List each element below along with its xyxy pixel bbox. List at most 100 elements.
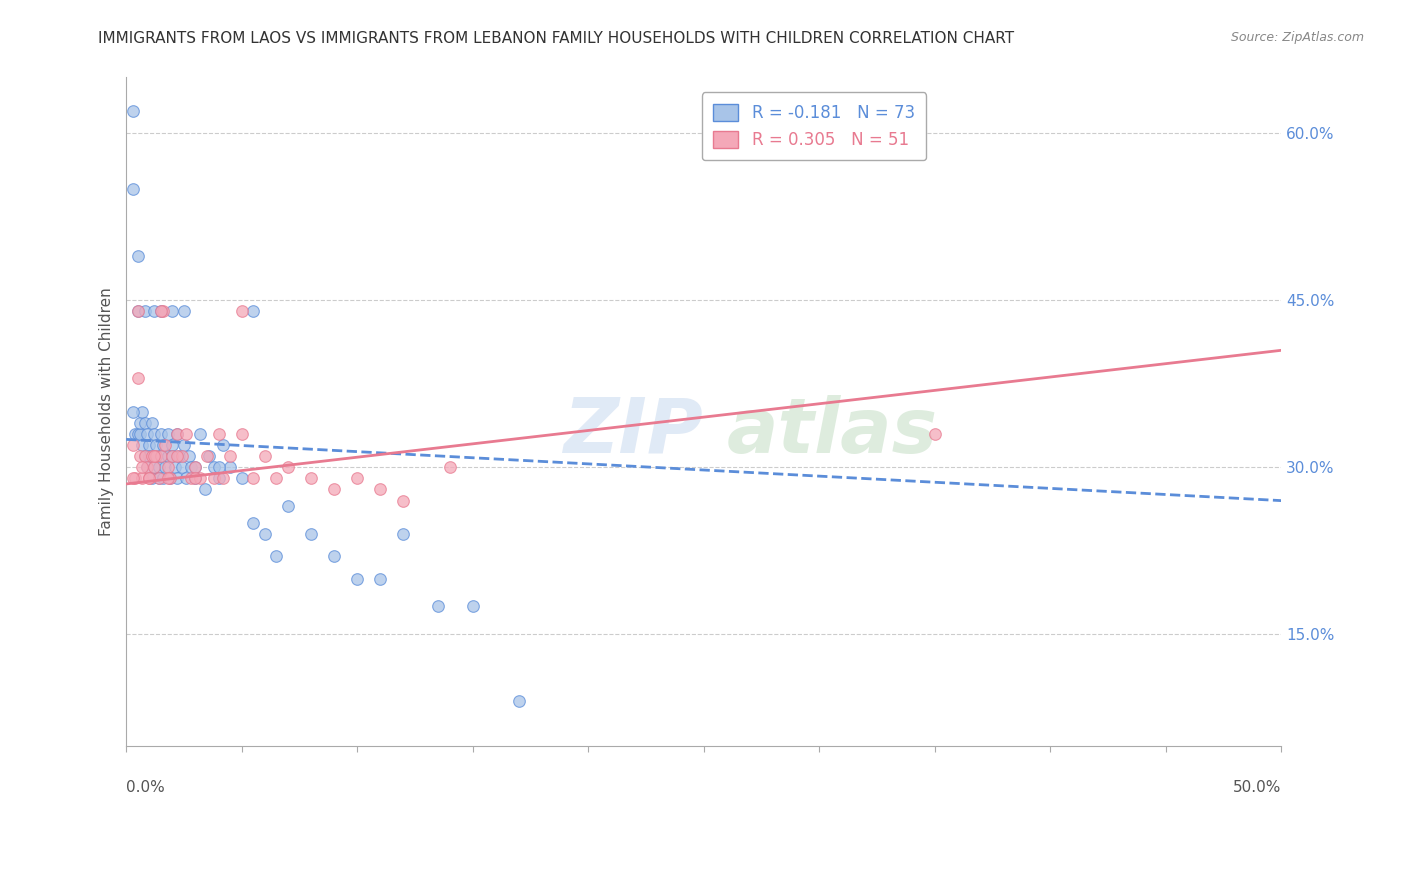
Point	[149, 449, 172, 463]
Point	[131, 404, 153, 418]
Point	[207, 426, 229, 441]
Point	[136, 426, 159, 441]
Point	[242, 304, 264, 318]
Point	[149, 426, 172, 441]
Point	[163, 460, 186, 475]
Text: Source: ZipAtlas.com: Source: ZipAtlas.com	[1230, 31, 1364, 45]
Point	[122, 103, 145, 118]
Point	[242, 471, 264, 485]
Point	[219, 449, 242, 463]
Point	[136, 460, 159, 475]
Point	[166, 426, 188, 441]
Point	[141, 449, 163, 463]
Point	[194, 483, 217, 497]
Point	[174, 471, 197, 485]
Point	[131, 438, 153, 452]
Point	[231, 304, 253, 318]
Point	[166, 471, 188, 485]
Point	[155, 438, 177, 452]
Point	[134, 416, 156, 430]
Point	[159, 471, 181, 485]
Point	[159, 471, 181, 485]
Point	[134, 304, 156, 318]
Point	[142, 460, 165, 475]
Point	[392, 493, 415, 508]
Text: 0.0%: 0.0%	[127, 780, 165, 796]
Point	[129, 426, 152, 441]
Text: 50.0%: 50.0%	[1233, 780, 1281, 796]
Point	[122, 438, 145, 452]
Point	[138, 438, 160, 452]
Point	[346, 572, 368, 586]
Point	[148, 471, 170, 485]
Point	[149, 449, 172, 463]
Point	[156, 426, 179, 441]
Point	[231, 426, 253, 441]
Point	[138, 471, 160, 485]
Point	[149, 304, 172, 318]
Point	[277, 499, 299, 513]
Point	[152, 304, 174, 318]
Point	[508, 694, 530, 708]
Point	[134, 449, 156, 463]
Point	[124, 426, 146, 441]
Point	[166, 449, 188, 463]
Point	[299, 471, 322, 485]
Point	[142, 426, 165, 441]
Point	[152, 438, 174, 452]
Point	[145, 449, 167, 463]
Point	[242, 516, 264, 530]
Point	[148, 471, 170, 485]
Point	[368, 483, 391, 497]
Point	[145, 449, 167, 463]
Point	[195, 449, 218, 463]
Point	[162, 438, 184, 452]
Point	[202, 471, 225, 485]
Point	[173, 304, 195, 318]
Point	[299, 527, 322, 541]
Point	[141, 416, 163, 430]
Point	[212, 471, 235, 485]
Point	[149, 304, 172, 318]
Point	[129, 449, 152, 463]
Point	[131, 471, 153, 485]
Point	[169, 449, 191, 463]
Point	[156, 460, 179, 475]
Point	[924, 426, 946, 441]
Text: ZIP: ZIP	[564, 394, 704, 468]
Point	[142, 449, 165, 463]
Point	[170, 460, 193, 475]
Point	[188, 426, 211, 441]
Point	[145, 438, 167, 452]
Point	[184, 471, 207, 485]
Point	[127, 304, 149, 318]
Point	[207, 460, 229, 475]
Point	[253, 449, 276, 463]
Point	[253, 527, 276, 541]
Point	[392, 527, 415, 541]
Point	[323, 549, 346, 564]
Point	[184, 471, 207, 485]
Point	[346, 471, 368, 485]
Point	[134, 449, 156, 463]
Point	[207, 471, 229, 485]
Point	[180, 460, 202, 475]
Point	[131, 460, 153, 475]
Point	[162, 449, 184, 463]
Point	[212, 438, 235, 452]
Point	[152, 471, 174, 485]
Point	[156, 449, 179, 463]
Point	[162, 449, 184, 463]
Point	[219, 460, 242, 475]
Point	[323, 483, 346, 497]
Point	[177, 449, 200, 463]
Point	[124, 471, 146, 485]
Point	[138, 449, 160, 463]
Point	[162, 304, 184, 318]
Point	[127, 249, 149, 263]
Point	[170, 449, 193, 463]
Point	[461, 599, 484, 614]
Point	[188, 471, 211, 485]
Point	[155, 460, 177, 475]
Point	[184, 460, 207, 475]
